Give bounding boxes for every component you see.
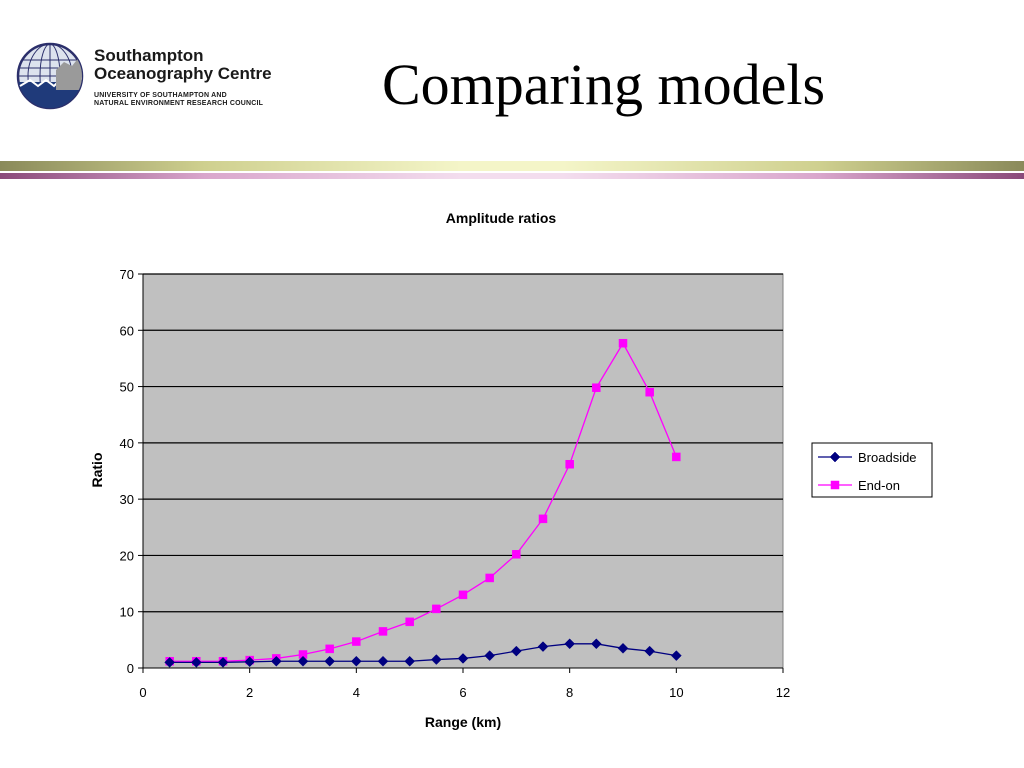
data-point-end-on <box>352 637 361 646</box>
data-point-broadside <box>377 655 389 667</box>
data-point-broadside <box>297 655 309 667</box>
globe-icon <box>16 42 84 110</box>
data-point-broadside <box>537 641 549 652</box>
organization-logo: Southampton Oceanography Centre UNIVERSI… <box>16 40 316 120</box>
data-point-end-on <box>512 550 521 559</box>
data-point-broadside <box>350 655 362 667</box>
data-point-broadside <box>617 642 629 654</box>
data-point-broadside <box>404 655 416 667</box>
logo-name-line-2: Oceanography Centre <box>94 64 272 83</box>
data-point-broadside <box>670 650 682 661</box>
data-point-broadside <box>217 657 229 668</box>
y-tick-label: 30 <box>120 492 134 507</box>
legend-label-broadside: Broadside <box>858 450 917 465</box>
x-tick-label: 10 <box>669 685 683 700</box>
data-point-end-on <box>592 383 601 392</box>
data-point-broadside <box>457 653 469 664</box>
x-tick-label: 4 <box>353 685 360 700</box>
data-point-broadside <box>484 650 496 661</box>
x-tick-label: 12 <box>776 685 790 700</box>
x-tick-label: 2 <box>246 685 253 700</box>
data-point-end-on <box>378 627 388 636</box>
plot-area <box>142 273 784 669</box>
x-tick-label: 8 <box>566 685 573 700</box>
y-tick-label: 20 <box>120 548 134 563</box>
logo-subtitle-line-2: NATURAL ENVIRONMENT RESEARCH COUNCIL <box>94 100 264 107</box>
legend-label-end-on: End-on <box>858 478 900 493</box>
data-point-end-on <box>565 459 574 469</box>
data-point-end-on <box>325 644 334 654</box>
y-axis-label: Ratio <box>89 453 105 488</box>
data-point-end-on <box>458 590 468 600</box>
y-tick-label: 60 <box>120 323 134 338</box>
data-point-broadside <box>430 654 442 665</box>
chart-legend: Broadside End-on <box>811 442 933 498</box>
data-point-end-on <box>485 573 494 583</box>
series-line-end-on <box>169 341 677 662</box>
y-tick-label: 70 <box>120 267 134 282</box>
x-axis-label: Range (km) <box>425 714 501 730</box>
data-point-broadside <box>190 657 202 668</box>
logo-subtitle-line-1: UNIVERSITY OF SOUTHAMPTON AND <box>94 92 227 99</box>
data-point-broadside <box>244 656 256 668</box>
data-point-end-on <box>618 338 628 348</box>
slide-title: Comparing models <box>382 52 826 117</box>
data-point-broadside <box>644 645 656 657</box>
data-point-end-on <box>645 387 654 397</box>
logo-name-line-1: Southampton <box>94 46 204 65</box>
data-point-end-on <box>672 452 681 462</box>
data-point-broadside <box>590 638 602 650</box>
y-tick-label: 0 <box>127 661 134 676</box>
data-point-end-on <box>405 617 414 627</box>
legend-marker-end-on <box>830 480 840 490</box>
y-tick-label: 40 <box>120 436 134 451</box>
data-point-broadside <box>324 655 336 667</box>
data-point-broadside <box>164 657 176 668</box>
data-point-end-on <box>432 604 441 614</box>
data-point-broadside <box>510 645 522 657</box>
y-tick-label: 50 <box>120 380 134 395</box>
y-tick-label: 10 <box>120 605 134 620</box>
data-point-end-on <box>538 514 548 524</box>
slide-header: Southampton Oceanography Centre UNIVERSI… <box>0 0 1024 160</box>
data-point-broadside <box>270 655 282 667</box>
chart-title: Amplitude ratios <box>446 210 557 226</box>
legend-marker-broadside <box>829 451 841 463</box>
decorative-divider-plum <box>0 173 1024 179</box>
decorative-divider-olive <box>0 161 1024 171</box>
x-tick-label: 0 <box>139 685 146 700</box>
x-tick-label: 6 <box>459 685 466 700</box>
data-point-broadside <box>564 638 576 650</box>
